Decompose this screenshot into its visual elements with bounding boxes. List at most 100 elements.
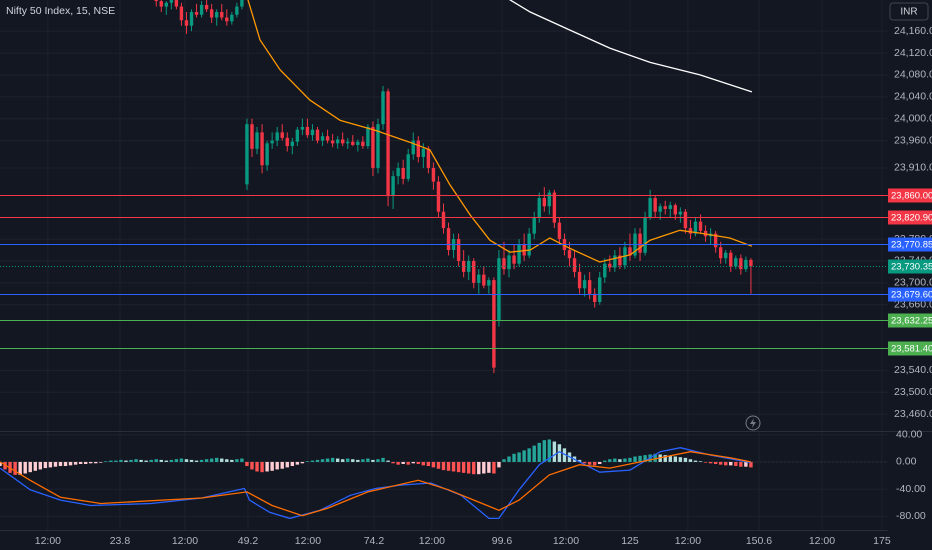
histogram-bar xyxy=(638,455,642,462)
level-label: 23,632.25 xyxy=(891,316,932,327)
candle-body xyxy=(356,141,360,145)
x-tick-label: 12:00 xyxy=(35,535,61,547)
candle-body xyxy=(532,217,536,234)
histogram-bar xyxy=(58,461,63,467)
candle-body xyxy=(658,206,662,212)
candle-body xyxy=(734,258,738,267)
candle-body xyxy=(351,141,355,145)
histogram-bar xyxy=(78,461,83,464)
candle-body xyxy=(487,280,491,286)
candle-body xyxy=(537,198,541,218)
candle-body xyxy=(628,247,632,256)
histogram-bar xyxy=(482,461,486,474)
candle-body xyxy=(260,132,264,166)
histogram-bar xyxy=(154,459,158,462)
candle-body xyxy=(366,126,370,147)
candle-body xyxy=(542,198,546,207)
candle-body xyxy=(436,181,441,212)
level-label: 23,860.00 xyxy=(891,191,932,202)
alert-icon[interactable] xyxy=(745,415,761,431)
histogram-bar xyxy=(341,459,345,462)
candle-body xyxy=(174,0,179,7)
histogram-bar xyxy=(436,461,441,469)
y-tick-label: 24,120.00 xyxy=(894,47,932,59)
histogram-bar xyxy=(461,461,466,473)
candle-body xyxy=(169,0,174,3)
histogram-bar xyxy=(235,459,239,462)
histogram-bar xyxy=(628,457,632,462)
candle-body xyxy=(215,12,219,18)
histogram-bar xyxy=(466,461,471,474)
candle-body xyxy=(608,263,612,268)
histogram-bar xyxy=(159,459,163,462)
level-label: 23,730.35 xyxy=(891,262,932,273)
y-tick-label: 23,540.00 xyxy=(894,364,932,376)
histogram-bar xyxy=(189,459,194,462)
candle-body xyxy=(582,280,587,289)
level-label-box xyxy=(888,259,932,274)
histogram-bar xyxy=(13,461,17,475)
currency-box[interactable] xyxy=(889,2,929,21)
candle-body xyxy=(477,274,481,283)
level-label-box xyxy=(888,313,932,328)
histogram-bar xyxy=(396,461,400,465)
candle-body xyxy=(653,198,657,212)
histogram-bar xyxy=(598,461,602,464)
histogram-bar xyxy=(18,461,22,475)
level-label: 23,770.85 xyxy=(891,240,932,251)
histogram-bar xyxy=(416,461,420,464)
candle-body xyxy=(739,258,743,270)
macd-tick-label: -40.00 xyxy=(896,483,926,495)
histogram-bar xyxy=(184,459,189,462)
histogram-bar xyxy=(335,458,340,462)
candle-body xyxy=(164,2,169,7)
candle-body xyxy=(270,140,274,144)
candle-body xyxy=(386,91,390,196)
candle-body xyxy=(492,280,496,368)
candle-body xyxy=(512,255,516,264)
histogram-bar xyxy=(53,461,58,467)
histogram-bar xyxy=(663,455,667,462)
histogram-bar xyxy=(104,461,108,462)
candle-body xyxy=(184,20,189,26)
candle-body xyxy=(431,167,436,182)
candle-body xyxy=(598,277,602,302)
histogram-bar xyxy=(209,458,214,462)
level-label-box xyxy=(888,210,932,225)
x-tick-label: 99.6 xyxy=(492,535,513,547)
candle-body xyxy=(567,250,572,259)
histogram-bar xyxy=(245,461,249,467)
x-tick-label: 12:00 xyxy=(809,535,835,547)
histogram-bar xyxy=(225,459,229,462)
histogram-bar xyxy=(129,459,133,462)
indicator-line xyxy=(0,447,752,520)
candle-body xyxy=(547,192,552,207)
histogram-bar xyxy=(492,461,496,474)
histogram-bar xyxy=(718,461,723,465)
candle-body xyxy=(346,141,350,144)
histogram-bar xyxy=(668,455,672,462)
y-tick-label: 23,960.00 xyxy=(894,134,932,146)
histogram-bar xyxy=(43,461,48,469)
histogram-bar xyxy=(744,461,748,467)
x-tick-label: 12:00 xyxy=(419,535,445,547)
histogram-bar xyxy=(356,459,360,462)
histogram-bar xyxy=(48,461,53,468)
candle-body xyxy=(577,271,582,289)
level-label-box xyxy=(888,287,932,302)
histogram-bar xyxy=(204,459,209,462)
histogram-bar xyxy=(0,461,2,467)
x-tick-label: 12:00 xyxy=(172,535,198,547)
candle-body xyxy=(401,167,405,179)
candle-body xyxy=(456,239,461,261)
histogram-bar xyxy=(673,456,678,462)
histogram-bar xyxy=(633,456,637,462)
candle-body xyxy=(421,148,426,158)
candle-body xyxy=(361,141,365,147)
histogram-bar xyxy=(678,457,683,462)
histogram-bar xyxy=(623,458,627,462)
candle-body xyxy=(371,126,375,168)
histogram-bar xyxy=(739,461,743,467)
histogram-bar xyxy=(577,459,582,462)
candle-body xyxy=(396,167,400,177)
